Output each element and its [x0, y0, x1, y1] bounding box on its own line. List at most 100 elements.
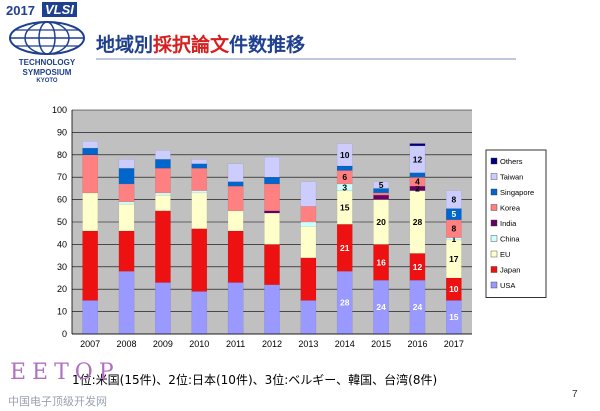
data-label: 5: [451, 209, 456, 219]
y-tick-label: 100: [52, 105, 67, 115]
y-tick-label: 60: [57, 195, 67, 205]
bar-segment: [118, 201, 135, 205]
logo-line-technology: TECHNOLOGY: [18, 58, 76, 67]
bar-segment: [191, 192, 208, 229]
legend-label: India: [500, 219, 517, 228]
data-label: 5: [379, 180, 384, 190]
data-label: 10: [449, 284, 459, 294]
y-tick-label: 40: [57, 239, 67, 249]
page-number: 7: [572, 389, 578, 400]
legend-label: EU: [500, 250, 510, 259]
legend-label: China: [500, 235, 520, 244]
data-label: 4: [415, 177, 420, 187]
bar-segment: [155, 150, 171, 160]
bar-segment: [445, 190, 462, 209]
bar-segment: [118, 271, 135, 335]
x-tick-label: 2014: [335, 339, 355, 349]
data-label: 15: [449, 312, 459, 322]
bar-segment: [336, 143, 353, 167]
data-label: 17: [449, 254, 459, 264]
slide-title-part1: 地域別: [96, 34, 154, 56]
data-label: 24: [413, 302, 423, 312]
x-tick-label: 2015: [371, 339, 391, 349]
legend-swatch: [490, 250, 498, 258]
logo-year: 2017: [6, 3, 35, 18]
slide-title-part3: 件数推移: [229, 34, 306, 56]
x-tick-label: 2011: [226, 339, 245, 349]
x-tick-label: 2007: [80, 339, 100, 349]
bar-segment: [409, 172, 426, 178]
data-label: 28: [413, 217, 423, 227]
bar-segment: [300, 221, 317, 227]
legend-swatch: [490, 188, 498, 196]
data-label: 2: [415, 183, 420, 193]
bar-segment: [155, 159, 171, 169]
bar-segment: [227, 181, 244, 187]
x-tick-label: 2010: [189, 339, 209, 349]
bar-segment: [300, 300, 317, 335]
legend-swatch: [490, 173, 498, 180]
bar-segment: [191, 228, 208, 292]
data-label: 15: [340, 202, 350, 212]
y-tick-label: 0: [62, 329, 67, 339]
bar-segment: [264, 212, 280, 245]
watermark-subtitle: 中国电子顶级开发网: [8, 395, 107, 408]
bar-segment: [264, 183, 280, 211]
legend-swatch: [490, 281, 498, 289]
data-label: 10: [340, 150, 350, 160]
bar-segment: [118, 159, 135, 169]
bar-segment: [409, 143, 426, 147]
logo-line-symposium: SYMPOSIUM: [22, 68, 72, 77]
bar-segment: [82, 147, 99, 156]
bar-segment: [155, 282, 171, 335]
legend-swatch: [490, 219, 498, 227]
bar-segment: [191, 190, 208, 194]
bar-segment: [191, 159, 208, 164]
y-tick-label: 50: [57, 217, 67, 227]
bar-segment: [264, 156, 280, 178]
bar-segment: [373, 192, 389, 196]
bar-segment: [227, 230, 244, 283]
data-label: 16: [376, 257, 386, 267]
data-label: 1: [451, 234, 456, 244]
bar-segment: [118, 203, 135, 232]
legend-label: Korea: [500, 204, 521, 213]
bar-segment: [227, 210, 244, 232]
footer-ranking-text: 1位:米国(15件)、2位:日本(10件)、3位:ベルギー、韓国、台湾(8件): [72, 373, 438, 387]
bar-segment: [82, 141, 99, 149]
watermark-brand: EETOP: [10, 360, 120, 385]
bar-segment: [445, 219, 462, 238]
bar-segment: [264, 176, 280, 185]
bar-segment: [191, 163, 208, 169]
bar-segment: [409, 185, 426, 191]
data-label: 8: [451, 195, 456, 205]
x-tick-label: 2013: [298, 339, 318, 349]
bar-segment: [300, 206, 317, 223]
y-tick-label: 30: [57, 262, 67, 272]
bar-segment: [264, 210, 280, 214]
y-tick-label: 10: [57, 307, 67, 317]
bar-segment: [227, 185, 244, 212]
x-tick-label: 2017: [444, 339, 464, 349]
bar-segment: [373, 181, 389, 189]
bar-segment: [300, 181, 317, 207]
x-tick-label: 2012: [262, 339, 282, 349]
bar-segment: [118, 183, 135, 203]
y-tick-label: 70: [57, 172, 67, 182]
legend-swatch: [490, 204, 498, 211]
bar-segment: [373, 194, 389, 200]
bar-segment: [300, 226, 317, 259]
legend-label: Japan: [500, 266, 520, 275]
bar-segment: [191, 291, 208, 335]
symposium-logo: 2017 VLSI TECHNOLOGY SYMPOSIUM KYOTO: [4, 2, 88, 90]
legend-swatch: [490, 266, 498, 273]
x-tick-label: 2008: [117, 339, 137, 349]
globe-icon: [9, 21, 85, 55]
legend-label: Taiwan: [500, 173, 523, 182]
bar-segment: [336, 165, 353, 171]
y-tick-label: 80: [57, 150, 67, 160]
bar-segment: [227, 282, 244, 335]
bar-segment: [264, 244, 280, 285]
bar-segment: [118, 230, 135, 272]
